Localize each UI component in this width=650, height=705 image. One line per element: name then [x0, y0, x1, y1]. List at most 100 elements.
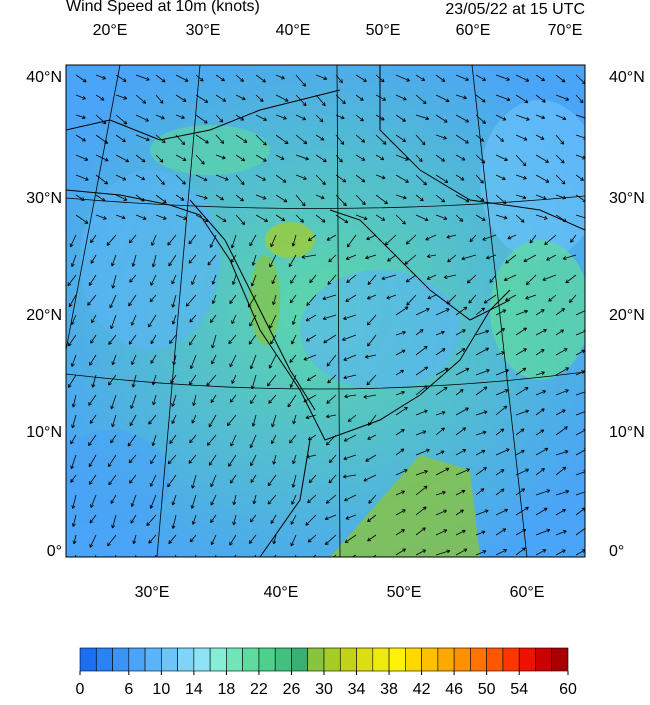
wind-arrow	[515, 174, 527, 180]
wind-arrow	[291, 334, 297, 345]
wind-arrow	[395, 428, 405, 436]
wind-arrow	[111, 354, 117, 366]
wind-arrow	[435, 94, 450, 103]
wind-arrow	[295, 154, 309, 161]
wind-arrow	[415, 527, 426, 536]
wind-arrow	[108, 334, 117, 345]
wind-arrow	[269, 314, 277, 329]
wind-arrow	[386, 294, 397, 300]
wind-arrow	[295, 214, 304, 223]
wind-arrow	[555, 549, 566, 556]
wind-arrow	[95, 194, 106, 202]
wind-arrow	[255, 194, 267, 200]
wind-arrow	[482, 234, 497, 241]
wind-arrow	[232, 494, 237, 506]
wind-arrow	[495, 309, 507, 316]
wind-arrow	[505, 294, 517, 302]
colorbar-box	[258, 647, 276, 672]
wind-arrow	[415, 174, 428, 186]
wind-arrow	[235, 214, 246, 226]
wind-arrow	[135, 114, 149, 122]
wind-arrow	[271, 274, 277, 285]
colorbar-box	[470, 647, 487, 672]
wind-arrow	[67, 334, 77, 347]
colorbar-box	[453, 647, 471, 672]
wind-arrow	[315, 114, 324, 123]
lat-label: 0°	[47, 543, 62, 560]
wind-arrow	[229, 354, 237, 368]
wind-arrow	[309, 274, 317, 284]
colorbar-box	[242, 647, 260, 672]
wind-arrow	[335, 94, 346, 105]
wind-arrow	[150, 334, 157, 345]
wind-arrow	[215, 174, 229, 181]
wind-arrow	[75, 74, 87, 83]
wind-arrow	[546, 254, 557, 261]
colorbar-box	[388, 647, 406, 672]
wind-arrow	[132, 534, 137, 545]
wind-arrow	[168, 254, 177, 267]
colorbar-box	[502, 647, 520, 672]
wind-arrow	[455, 329, 466, 336]
wind-arrow	[195, 74, 204, 82]
wind-arrow	[315, 154, 327, 163]
wind-arrow	[70, 434, 77, 445]
wind-arrow	[95, 74, 107, 80]
wind-arrow	[250, 454, 257, 467]
wind-arrow	[231, 374, 237, 384]
wind-arrow	[342, 334, 357, 341]
wind-arrow	[455, 154, 466, 161]
wind-arrow	[435, 114, 448, 123]
wind-arrow	[228, 334, 237, 345]
wind-arrow	[231, 274, 237, 285]
wind-arrow	[151, 374, 157, 386]
wind-arrow	[575, 174, 584, 181]
wind-arrow	[211, 294, 217, 305]
wind-arrow	[188, 254, 197, 264]
wind-arrow	[106, 234, 117, 246]
wind-arrow	[486, 254, 497, 260]
wind-arrow	[495, 448, 510, 456]
wind-arrow	[367, 514, 377, 523]
wind-arrow	[515, 528, 527, 536]
wind-arrow	[210, 514, 217, 523]
wind-arrow	[575, 94, 584, 104]
wind-arrow	[324, 534, 337, 546]
wind-arrow	[170, 374, 177, 384]
colorbar-box	[128, 647, 146, 672]
wind-arrow	[355, 174, 366, 183]
wind-arrow	[191, 514, 197, 525]
wind-arrow	[249, 234, 257, 247]
wind-arrow	[75, 94, 86, 100]
wind-arrow	[251, 414, 257, 427]
wind-arrow	[268, 394, 277, 404]
wind-arrow	[301, 254, 317, 259]
wind-arrow	[89, 354, 97, 366]
wind-arrow	[446, 294, 457, 305]
wind-arrow	[229, 534, 237, 546]
wind-arrow	[346, 274, 357, 283]
wind-arrow	[495, 327, 505, 336]
wind-arrow	[435, 348, 446, 356]
wind-arrow	[455, 348, 466, 356]
wind-arrow	[307, 434, 317, 441]
wind-arrow	[455, 194, 470, 203]
wind-arrow	[275, 194, 288, 203]
wind-arrow	[305, 414, 317, 420]
wind-arrow	[535, 309, 545, 316]
wind-arrow	[368, 494, 377, 504]
wind-arrow	[455, 468, 470, 476]
wind-arrow	[455, 449, 467, 456]
wind-arrow	[435, 194, 446, 203]
wind-arrow	[415, 214, 429, 222]
colorbar-box	[486, 647, 504, 672]
wind-arrow	[515, 506, 529, 516]
wind-arrow	[271, 414, 277, 428]
wind-arrow	[395, 529, 405, 536]
wind-arrow	[375, 114, 385, 121]
wind-arrow	[229, 294, 237, 305]
wind-arrow	[535, 507, 548, 516]
wind-arrow	[303, 354, 317, 361]
colorbar-label: 10	[152, 681, 170, 698]
